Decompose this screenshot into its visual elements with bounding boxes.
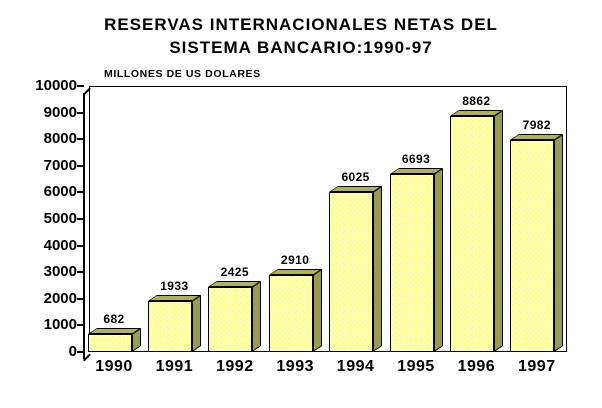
- y-tick-label: 3000: [0, 264, 84, 280]
- bar-front-face: [147, 301, 192, 352]
- y-tick-label: 1000: [0, 317, 84, 333]
- bar-value-label: 1933: [160, 279, 189, 293]
- bar-group-1991: 1933: [144, 86, 204, 352]
- x-tick-label: 1997: [518, 358, 556, 375]
- bar-1995: [389, 168, 443, 352]
- bars-layer: 682 1933 2425 2910: [84, 86, 568, 352]
- y-tick-label: 0: [0, 344, 84, 360]
- x-tick-label: 1994: [336, 358, 375, 375]
- bar-group-1997: 7982: [507, 86, 567, 352]
- bar-side-face: [554, 134, 564, 352]
- chart-title: RESERVAS INTERNACIONALES NETAS DEL SISTE…: [0, 13, 602, 59]
- x-tick-label: 1993: [276, 358, 314, 375]
- bar-1991: [147, 295, 201, 352]
- bar-group-1992: 2425: [205, 86, 265, 352]
- bar-value-label: 8862: [462, 94, 491, 108]
- bar-front-face: [208, 287, 253, 352]
- bar-1996: [449, 110, 503, 352]
- x-axis: 1990 1991 1992 1993 1994 1995 1996 1997: [84, 358, 568, 378]
- bar-side-face: [373, 186, 383, 352]
- bar-side-face: [493, 110, 503, 352]
- bar-front-face: [510, 140, 555, 352]
- bar-group-1994: 6025: [326, 86, 386, 352]
- bar-front-face: [87, 334, 132, 352]
- bar-group-1995: 6693: [386, 86, 446, 352]
- y-tick-label: 5000: [0, 211, 84, 227]
- bar-value-label: 2910: [281, 253, 310, 267]
- bar-front-face: [389, 174, 434, 352]
- bar-value-label: 2425: [220, 265, 249, 279]
- bar-1997: [510, 134, 564, 352]
- bar-front-face: [449, 116, 494, 352]
- y-tick-label: 2000: [0, 290, 84, 307]
- y-tick-label: 10000: [0, 78, 84, 94]
- bar-1993: [268, 269, 322, 352]
- bar-side-face: [252, 281, 262, 352]
- bar-group-1993: 2910: [265, 86, 325, 352]
- y-tick-label: 7000: [0, 157, 84, 174]
- bar-side-face: [312, 269, 322, 352]
- x-tick-label: 1995: [397, 358, 435, 375]
- bar-front-face: [268, 275, 313, 352]
- y-axis-units-label: MILLONES DE US DOLARES: [104, 68, 261, 80]
- y-tick-label: 8000: [0, 131, 84, 147]
- x-tick-label: 1991: [155, 358, 194, 375]
- x-tick-label: 1996: [457, 358, 496, 375]
- bar-1990: [87, 328, 141, 352]
- chart-title-line2: SISTEMA BANCARIO:1990-97: [169, 38, 433, 57]
- bar-1994: [329, 186, 383, 352]
- bar-1992: [208, 281, 262, 352]
- bar-group-1996: 8862: [446, 86, 506, 352]
- y-tick-label: 6000: [0, 184, 84, 200]
- x-tick-label: 1992: [216, 358, 254, 375]
- bar-value-label: 6693: [401, 152, 431, 166]
- y-tick-label: 9000: [0, 104, 84, 121]
- bar-side-face: [191, 295, 201, 352]
- bar-side-face: [433, 168, 443, 352]
- y-tick-label: 4000: [0, 237, 84, 254]
- bar-value-label: 7982: [522, 118, 551, 132]
- bar-value-label: 682: [103, 312, 125, 326]
- chart-title-line1: RESERVAS INTERNACIONALES NETAS DEL: [104, 15, 498, 34]
- bar-value-label: 6025: [341, 170, 370, 184]
- x-tick-label: 1990: [95, 358, 133, 375]
- bar-group-1990: 682: [84, 86, 144, 352]
- bar-front-face: [329, 192, 374, 352]
- y-axis-line: [83, 93, 85, 359]
